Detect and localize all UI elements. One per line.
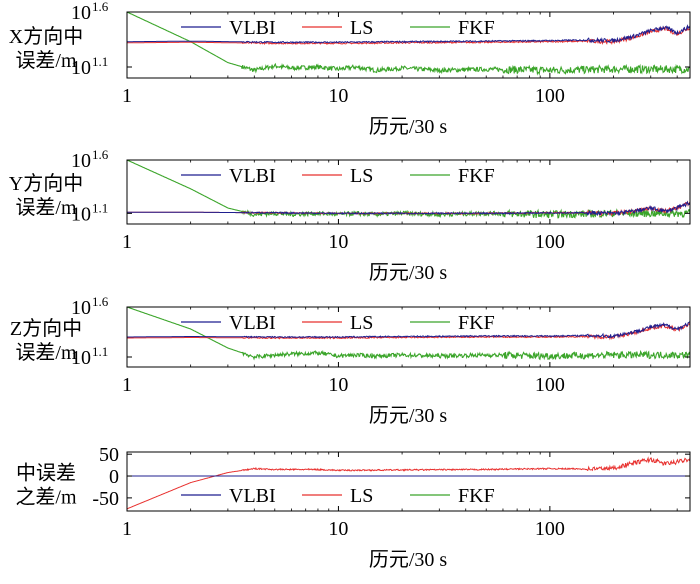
legend-label-vlbi: VLBI	[229, 17, 276, 39]
y-axis-label-line: Z方向中	[10, 317, 82, 340]
series-line-fkf	[127, 307, 690, 361]
y-axis-label-line: 误差/m	[15, 49, 77, 72]
x-tick-label: 100	[535, 85, 565, 107]
legend-label-fkf: FKF	[458, 485, 495, 507]
axes-frame	[126, 306, 691, 368]
legend-label-fkf: FKF	[458, 17, 495, 39]
y-tick-label: 50	[99, 444, 119, 466]
y-axis-label-line: Y方向中	[9, 172, 83, 195]
y-tick-base: 10	[71, 2, 91, 24]
axes-frame	[126, 11, 691, 79]
axes-frame	[126, 451, 691, 512]
legend-label-ls: LS	[350, 165, 373, 187]
legend-label-ls: LS	[350, 312, 373, 334]
y-tick-exponent: 1.6	[92, 147, 109, 162]
series-group	[127, 456, 690, 510]
y-tick-base: 10	[71, 150, 91, 172]
x-tick-label: 10	[328, 374, 348, 396]
x-tick-label: 10	[328, 518, 348, 540]
x-tick-label: 100	[535, 374, 565, 396]
series-line-vlbi	[127, 200, 690, 217]
axes-frame	[126, 159, 691, 225]
y-tick-label: -50	[92, 488, 119, 510]
y-tick-label: 10	[71, 2, 91, 24]
x-tick-label: 1	[122, 518, 132, 540]
x-tick-label: 1	[122, 374, 132, 396]
series-group	[127, 307, 690, 361]
legend-label-ls: LS	[350, 17, 373, 39]
x-axis-label: 历元/30 s	[369, 116, 448, 138]
y-axis-label-line: 误差/m	[15, 196, 77, 219]
x-tick-label: 100	[535, 231, 565, 253]
y-axis-label-line: 之差/m	[15, 486, 77, 509]
y-tick-base: 10	[71, 297, 91, 319]
legend-label-vlbi: VLBI	[229, 312, 276, 334]
y-axis-label-line: X方向中	[9, 25, 83, 48]
series-group	[127, 12, 690, 76]
y-tick-base: 10	[71, 57, 91, 79]
x-tick-label: 10	[328, 231, 348, 253]
y-tick-label: 10	[71, 150, 91, 172]
legend-label-fkf: FKF	[458, 312, 495, 334]
x-tick-label: 10	[328, 85, 348, 107]
legend-label-ls: LS	[350, 485, 373, 507]
y-tick-label: 10	[71, 297, 91, 319]
legend-label-vlbi: VLBI	[229, 485, 276, 507]
y-tick-exponent: 1.1	[92, 344, 108, 359]
y-tick-exponent: 1.6	[92, 294, 109, 309]
y-tick-label: 10	[71, 203, 91, 225]
x-axis-label: 历元/30 s	[369, 549, 448, 571]
y-tick-label: 10	[71, 57, 91, 79]
series-line-ls	[127, 456, 690, 510]
y-tick-exponent: 1.1	[92, 200, 108, 215]
legend-label-vlbi: VLBI	[229, 165, 276, 187]
y-tick-base: 10	[71, 347, 91, 369]
y-tick-base: 10	[71, 203, 91, 225]
series-line-ls	[127, 26, 690, 46]
y-tick-exponent: 1.6	[92, 0, 109, 14]
x-axis-label: 历元/30 s	[369, 262, 448, 284]
y-axis-label-line: 中误差	[16, 462, 76, 485]
series-line-vlbi	[127, 321, 690, 339]
x-axis-label: 历元/30 s	[369, 405, 448, 427]
x-tick-label: 100	[535, 518, 565, 540]
series-group	[127, 160, 690, 219]
y-tick-label: 10	[71, 347, 91, 369]
y-axis-label-line: 误差/m	[15, 341, 77, 364]
series-line-fkf	[127, 12, 690, 76]
y-tick-exponent: 1.1	[92, 54, 108, 69]
legend-label-fkf: FKF	[458, 165, 495, 187]
y-tick-label: 0	[109, 466, 119, 488]
series-line-vlbi	[127, 24, 690, 44]
series-line-fkf	[127, 160, 690, 219]
x-tick-label: 1	[122, 231, 132, 253]
x-tick-label: 1	[122, 85, 132, 107]
